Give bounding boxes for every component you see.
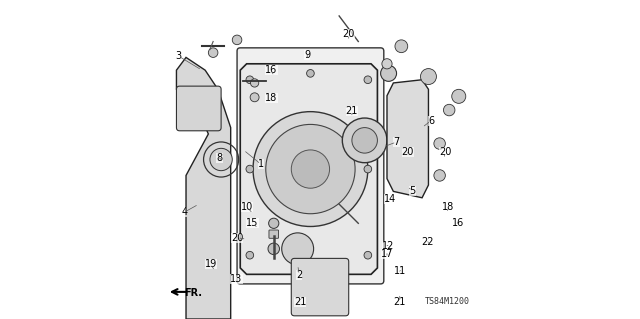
Circle shape — [232, 35, 242, 45]
Circle shape — [210, 148, 232, 171]
Text: 4: 4 — [181, 207, 188, 217]
Circle shape — [253, 112, 368, 226]
Circle shape — [420, 69, 436, 85]
Text: 13: 13 — [230, 274, 243, 284]
Circle shape — [250, 79, 259, 87]
Text: 18: 18 — [266, 93, 278, 103]
Text: TS84M1200: TS84M1200 — [425, 297, 470, 306]
Circle shape — [364, 251, 372, 259]
Text: 21: 21 — [294, 297, 307, 308]
Circle shape — [307, 261, 314, 269]
Circle shape — [250, 93, 259, 102]
Circle shape — [268, 243, 280, 255]
Text: 20: 20 — [231, 233, 243, 243]
Text: 11: 11 — [394, 265, 406, 276]
Circle shape — [266, 124, 355, 214]
Text: 19: 19 — [205, 259, 217, 269]
Text: 20: 20 — [439, 147, 451, 158]
Circle shape — [364, 165, 372, 173]
Circle shape — [269, 218, 279, 228]
Text: 21: 21 — [346, 106, 358, 116]
Text: 16: 16 — [452, 218, 464, 228]
Circle shape — [307, 70, 314, 77]
Text: 22: 22 — [422, 237, 434, 247]
Circle shape — [452, 89, 466, 103]
Text: 21: 21 — [394, 297, 406, 308]
Circle shape — [382, 59, 392, 69]
Text: 7: 7 — [394, 137, 400, 147]
Circle shape — [246, 165, 253, 173]
Circle shape — [364, 76, 372, 84]
Text: 20: 20 — [401, 147, 414, 158]
Text: 12: 12 — [381, 241, 394, 251]
Text: 14: 14 — [384, 194, 396, 204]
FancyBboxPatch shape — [177, 86, 221, 131]
Circle shape — [395, 40, 408, 53]
Text: 9: 9 — [304, 50, 310, 60]
Text: 2: 2 — [296, 270, 302, 280]
Circle shape — [434, 138, 445, 149]
FancyBboxPatch shape — [291, 258, 349, 316]
Text: 5: 5 — [410, 186, 415, 196]
Circle shape — [352, 128, 378, 153]
Circle shape — [282, 233, 314, 265]
Text: 8: 8 — [216, 153, 223, 163]
Text: 3: 3 — [175, 51, 181, 61]
Circle shape — [246, 76, 253, 84]
Circle shape — [444, 104, 455, 116]
Text: FR.: FR. — [184, 288, 202, 299]
PathPatch shape — [177, 57, 230, 319]
Text: 17: 17 — [381, 249, 393, 259]
Circle shape — [342, 118, 387, 163]
Circle shape — [209, 48, 218, 57]
Text: 6: 6 — [428, 115, 434, 126]
Circle shape — [291, 150, 330, 188]
FancyBboxPatch shape — [237, 48, 384, 284]
Text: 10: 10 — [241, 202, 253, 212]
PathPatch shape — [387, 80, 428, 198]
Text: 15: 15 — [246, 218, 259, 228]
Circle shape — [246, 251, 253, 259]
Text: 18: 18 — [442, 202, 454, 212]
Text: 16: 16 — [266, 64, 278, 75]
PathPatch shape — [240, 64, 378, 274]
FancyBboxPatch shape — [269, 230, 278, 238]
Text: 1: 1 — [258, 159, 264, 169]
Circle shape — [434, 170, 445, 181]
Circle shape — [381, 65, 397, 81]
Text: 20: 20 — [342, 29, 355, 40]
